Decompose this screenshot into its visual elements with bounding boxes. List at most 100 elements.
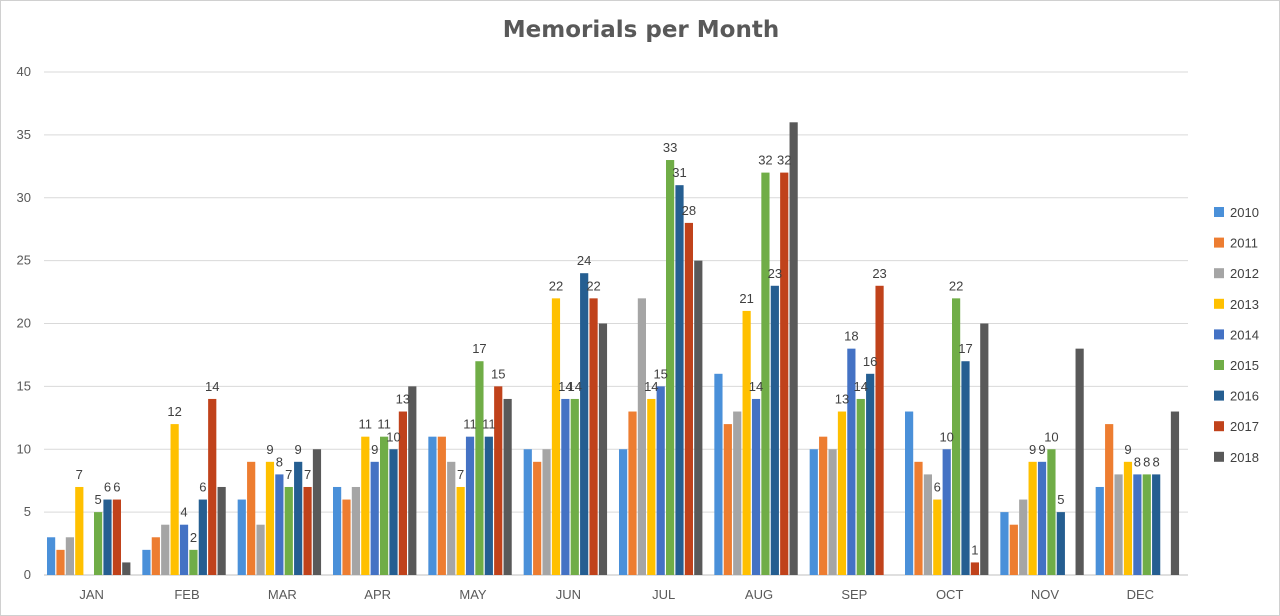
data-label: 18 bbox=[844, 329, 858, 344]
chart-title: Memorials per Month bbox=[502, 17, 780, 43]
bar bbox=[1037, 461, 1047, 575]
y-tick-label: 5 bbox=[24, 504, 31, 519]
bar bbox=[637, 298, 646, 575]
legend-swatch bbox=[1214, 207, 1224, 217]
bar bbox=[112, 499, 121, 575]
data-label: 28 bbox=[682, 203, 696, 218]
bar bbox=[408, 386, 417, 575]
data-labels: 756 6124261498797119111013711171115221414… bbox=[76, 140, 1160, 557]
bar bbox=[675, 185, 684, 576]
data-label: 22 bbox=[549, 278, 563, 293]
x-tick-label: MAY bbox=[459, 587, 487, 602]
legend-swatch bbox=[1214, 237, 1224, 248]
bar bbox=[237, 499, 246, 575]
legend-swatch bbox=[1214, 329, 1224, 340]
bar bbox=[656, 386, 665, 575]
x-tick-label: AUG bbox=[745, 587, 773, 602]
data-label: 5 bbox=[1057, 492, 1064, 507]
x-tick-label: JUL bbox=[652, 587, 675, 602]
data-label: 10 bbox=[939, 429, 953, 444]
data-label: 14 bbox=[854, 379, 868, 394]
y-tick-label: 10 bbox=[17, 441, 31, 456]
bar bbox=[198, 499, 207, 575]
x-tick-label: NOV bbox=[1031, 587, 1060, 602]
legend-label: 2016 bbox=[1230, 389, 1259, 404]
legend: 2010 2011 2012 2013 2014 2015 2016 2017 2018 bbox=[1214, 205, 1259, 465]
data-label: 7 bbox=[76, 467, 83, 482]
bar bbox=[428, 436, 437, 575]
bar bbox=[465, 436, 475, 575]
data-label: 13 bbox=[396, 392, 410, 407]
bar bbox=[809, 449, 818, 575]
bar bbox=[866, 373, 875, 575]
data-label: 16 bbox=[863, 354, 877, 369]
data-label: 9 bbox=[266, 442, 273, 457]
bar bbox=[914, 461, 923, 575]
bar bbox=[217, 486, 226, 575]
bar bbox=[103, 499, 112, 575]
bar bbox=[761, 172, 770, 575]
bar bbox=[456, 486, 465, 575]
y-axis-ticks: 0 5 10 15 20 25 30 35 40 bbox=[17, 64, 31, 582]
legend-swatch bbox=[1214, 451, 1224, 462]
bar bbox=[208, 398, 217, 575]
bar bbox=[1000, 512, 1009, 575]
bar bbox=[789, 122, 798, 576]
legend-label: 2018 bbox=[1230, 450, 1259, 465]
data-label: 17 bbox=[958, 341, 972, 356]
data-label: 9 bbox=[1038, 442, 1045, 457]
bar bbox=[312, 449, 322, 575]
data-label: 17 bbox=[472, 341, 486, 356]
legend-swatch bbox=[1214, 390, 1224, 401]
bar bbox=[47, 537, 56, 575]
bar bbox=[437, 436, 446, 575]
bars bbox=[47, 122, 1180, 576]
data-label: 7 bbox=[457, 467, 464, 482]
data-label: 9 bbox=[1124, 442, 1131, 457]
bar bbox=[447, 461, 456, 575]
legend-label: 2013 bbox=[1230, 297, 1259, 312]
bar bbox=[742, 310, 751, 575]
bar bbox=[333, 486, 342, 575]
bar bbox=[780, 172, 789, 575]
data-label: 11 bbox=[359, 417, 373, 432]
data-label: 21 bbox=[739, 291, 753, 306]
data-label: 12 bbox=[167, 404, 181, 419]
y-tick-label: 25 bbox=[17, 253, 31, 268]
data-label: 14 bbox=[749, 379, 763, 394]
legend-label: 2017 bbox=[1230, 419, 1259, 434]
bar bbox=[1152, 474, 1161, 575]
bar bbox=[380, 436, 389, 575]
bar bbox=[151, 537, 160, 575]
bar bbox=[65, 537, 74, 575]
x-tick-label: FEB bbox=[174, 587, 199, 602]
legend-label: 2014 bbox=[1230, 327, 1259, 342]
bar bbox=[1028, 461, 1037, 575]
x-tick-label: JUN bbox=[556, 587, 581, 602]
data-label: 31 bbox=[672, 165, 686, 180]
data-label: 2 bbox=[190, 530, 197, 545]
bar bbox=[494, 386, 503, 575]
bar bbox=[551, 298, 561, 575]
bar bbox=[875, 285, 884, 575]
legend-label: 2012 bbox=[1230, 266, 1259, 281]
bar bbox=[1095, 486, 1104, 575]
data-label: 10 bbox=[1044, 429, 1058, 444]
bar bbox=[942, 449, 951, 575]
x-tick-label: JAN bbox=[79, 587, 104, 602]
data-label: 23 bbox=[872, 266, 886, 281]
bar bbox=[619, 449, 628, 575]
bar bbox=[303, 486, 312, 575]
bar bbox=[1133, 474, 1142, 575]
bar bbox=[161, 524, 170, 575]
legend-swatch bbox=[1214, 421, 1224, 432]
y-tick-label: 20 bbox=[17, 316, 31, 331]
bar bbox=[142, 549, 151, 575]
data-label: 11 bbox=[377, 417, 391, 432]
data-label: 22 bbox=[586, 278, 600, 293]
bar bbox=[733, 411, 742, 575]
bar bbox=[1142, 474, 1151, 575]
bar bbox=[837, 411, 847, 575]
bar bbox=[265, 461, 275, 575]
data-label: 6 bbox=[934, 480, 941, 495]
